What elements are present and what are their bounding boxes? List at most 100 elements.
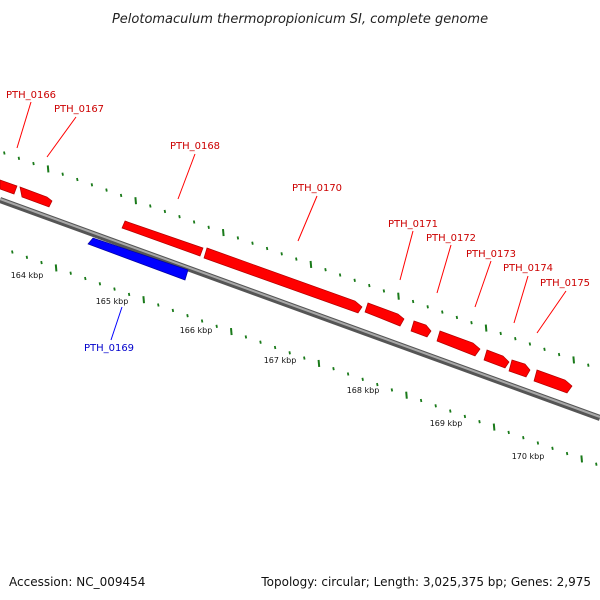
outer-track-tick: [222, 229, 225, 237]
outer-track-tick: [280, 252, 283, 256]
outer-track-tick: [441, 310, 444, 314]
inner-track-tick: [40, 260, 43, 265]
inner-track-tick: [405, 391, 408, 399]
inner-track-tick: [551, 446, 554, 450]
inner-track-tick: [303, 356, 306, 360]
inner-track-tick: [127, 292, 131, 297]
gene-feature-pth-0175-b[interactable]: [533, 369, 573, 394]
inner-track-tick: [492, 423, 496, 431]
inner-track-tick: [69, 271, 72, 275]
outer-track-tick: [265, 246, 269, 251]
gene-feature-pth-0167[interactable]: [19, 186, 53, 208]
outer-track-tick: [134, 197, 137, 205]
leader-line-pth-0168: [177, 153, 196, 200]
leader-line-pth-0169: [110, 306, 123, 341]
inner-track-tick: [346, 372, 350, 376]
outer-track-tick: [499, 331, 502, 336]
outer-track-tick: [309, 260, 313, 268]
inner-track-tick: [98, 282, 102, 286]
inner-track-tick: [200, 319, 204, 323]
gene-feature-pth-0172[interactable]: [410, 320, 432, 338]
outer-track-tick: [572, 356, 575, 364]
genome-backbone-highlight: [0, 198, 600, 418]
scale-label-164: 164 kbp: [11, 271, 44, 280]
outer-track-tick: [426, 305, 429, 309]
inner-track-tick: [259, 340, 262, 344]
inner-tick-track: [11, 250, 598, 466]
gene-feature-pth-0169[interactable]: [87, 237, 189, 281]
outer-track-tick: [105, 188, 108, 192]
outer-track-tick: [163, 209, 167, 214]
gene-label-pth-0166[interactable]: PTH_0166: [6, 90, 56, 101]
inner-track-tick: [434, 404, 437, 408]
inner-track-tick: [288, 351, 291, 355]
outer-track-tick: [353, 278, 356, 282]
scale-label-165: 165 kbp: [96, 297, 129, 306]
gene-feature-pth-0173[interactable]: [436, 330, 481, 357]
outer-track-tick: [295, 257, 298, 261]
outer-track-tick: [251, 241, 254, 245]
outer-track-tick: [470, 321, 473, 325]
inner-track-tick: [273, 345, 277, 350]
leader-line-pth-0170: [297, 195, 318, 242]
inner-track-tick: [565, 451, 569, 456]
inner-track-tick: [84, 276, 87, 281]
inner-track-tick: [332, 367, 335, 371]
inner-track-tick: [536, 441, 540, 445]
outer-track-tick: [46, 165, 50, 173]
inner-track-tick: [11, 250, 14, 254]
inner-track-tick: [142, 296, 145, 304]
inner-track-tick: [25, 255, 29, 259]
gene-feature-pth-0168[interactable]: [121, 220, 204, 257]
leader-line-pth-0171: [399, 230, 414, 281]
inner-track-tick: [376, 382, 379, 387]
inner-track-tick: [522, 436, 525, 440]
inner-track-tick: [478, 420, 481, 424]
inner-track-tick: [186, 314, 189, 318]
outer-track-tick: [382, 289, 386, 293]
outer-track-tick: [368, 283, 371, 288]
inner-track-tick: [317, 359, 321, 367]
inner-track-tick: [449, 409, 452, 413]
scale-labels: 164 kbp 165 kbp 166 kbp 167 kbp 168 kbp …: [11, 271, 545, 461]
outer-track-tick: [207, 225, 210, 229]
gene-label-pth-0169[interactable]: PTH_0169: [84, 343, 134, 354]
gene-label-pth-0167[interactable]: PTH_0167: [54, 104, 104, 115]
outer-track-tick: [236, 236, 240, 240]
gene-feature-pth-0174[interactable]: [483, 349, 510, 369]
outer-track-tick: [557, 352, 561, 357]
scale-label-168: 168 kbp: [347, 386, 380, 395]
gene-feature-pth-0175[interactable]: [508, 359, 531, 378]
gene-label-pth-0174[interactable]: PTH_0174: [503, 263, 553, 274]
inner-track-tick: [171, 308, 175, 313]
outer-track-tick: [90, 183, 94, 187]
inner-track-tick: [230, 328, 233, 336]
outer-track-tick: [528, 342, 532, 346]
gene-label-pth-0170[interactable]: PTH_0170: [292, 183, 342, 194]
outer-tick-track: [3, 151, 590, 367]
gene-label-pth-0172[interactable]: PTH_0172: [426, 233, 476, 244]
outer-track-tick: [149, 204, 152, 208]
outer-track-tick: [514, 337, 517, 341]
gene-label-pth-0173[interactable]: PTH_0173: [466, 249, 516, 260]
scale-label-170: 170 kbp: [512, 452, 545, 461]
inner-track-tick: [361, 377, 364, 381]
scale-label-169: 169 kbp: [430, 419, 463, 428]
leader-line-pth-0172: [436, 244, 452, 294]
gene-label-pth-0175[interactable]: PTH_0175: [540, 278, 590, 289]
outer-track-tick: [3, 151, 6, 155]
inner-track-tick: [157, 303, 160, 307]
accession-text: Accession: NC_009454: [9, 575, 145, 589]
inner-track-tick: [507, 430, 510, 435]
outer-track-tick: [411, 299, 415, 304]
inner-track-tick: [244, 335, 248, 339]
gene-feature-pth-0166[interactable]: [0, 179, 18, 195]
gene-feature-pth-0171[interactable]: [364, 302, 405, 327]
gene-label-pth-0168[interactable]: PTH_0168: [170, 141, 220, 152]
gene-label-pth-0171[interactable]: PTH_0171: [388, 219, 438, 230]
outer-track-tick: [587, 363, 590, 367]
leader-line-pth-0167: [46, 116, 77, 158]
outer-track-tick: [192, 220, 196, 224]
gene-feature-pth-0170[interactable]: [203, 247, 363, 314]
